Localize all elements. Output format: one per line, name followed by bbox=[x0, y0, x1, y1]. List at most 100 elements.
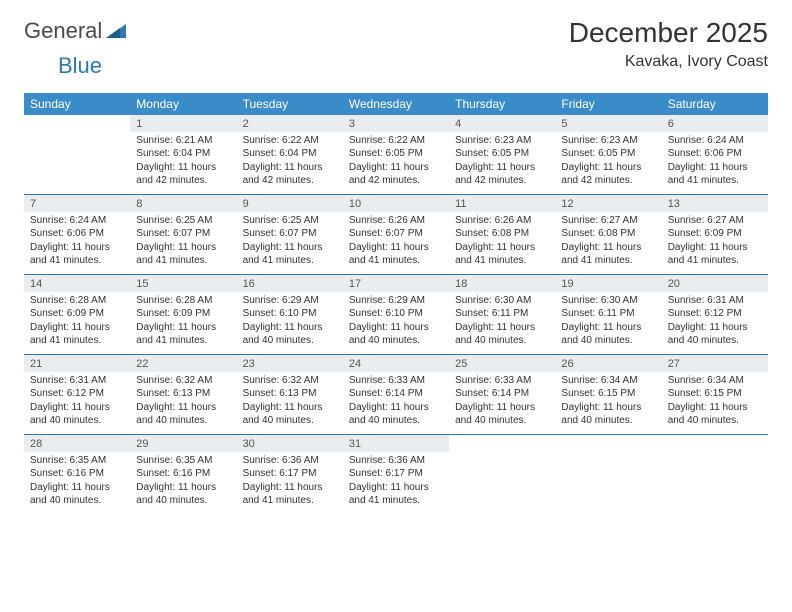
day-content-line: Daylight: 11 hours bbox=[455, 401, 549, 415]
week-daynum-row: 14151617181920 bbox=[24, 274, 768, 292]
day-content-line: Sunrise: 6:34 AM bbox=[668, 374, 762, 388]
weekday-header: Wednesday bbox=[343, 93, 449, 115]
day-content-cell: Sunrise: 6:24 AMSunset: 6:06 PMDaylight:… bbox=[662, 132, 768, 195]
day-number bbox=[662, 435, 768, 452]
day-number-cell: 24 bbox=[343, 354, 449, 372]
day-number-cell: 30 bbox=[237, 434, 343, 452]
day-content: Sunrise: 6:29 AMSunset: 6:10 PMDaylight:… bbox=[237, 292, 343, 354]
weekday-header: Thursday bbox=[449, 93, 555, 115]
day-content-line: and 40 minutes. bbox=[136, 414, 230, 428]
weekday-header: Friday bbox=[555, 93, 661, 115]
day-number: 15 bbox=[130, 275, 236, 292]
day-content-line: Sunrise: 6:31 AM bbox=[668, 294, 762, 308]
day-number-cell: 22 bbox=[130, 354, 236, 372]
day-content-cell: Sunrise: 6:26 AMSunset: 6:07 PMDaylight:… bbox=[343, 212, 449, 275]
day-content-line: Sunrise: 6:21 AM bbox=[136, 134, 230, 148]
day-content-line: Sunset: 6:05 PM bbox=[455, 147, 549, 161]
day-content-line: Sunset: 6:14 PM bbox=[455, 387, 549, 401]
day-content-line: Sunset: 6:10 PM bbox=[243, 307, 337, 321]
day-content-line: Daylight: 11 hours bbox=[30, 401, 124, 415]
day-content-line: Sunrise: 6:27 AM bbox=[668, 214, 762, 228]
day-content-line: Sunrise: 6:22 AM bbox=[243, 134, 337, 148]
day-content-line: Sunset: 6:06 PM bbox=[30, 227, 124, 241]
day-content-cell: Sunrise: 6:29 AMSunset: 6:10 PMDaylight:… bbox=[237, 292, 343, 355]
day-content-line: Daylight: 11 hours bbox=[136, 161, 230, 175]
calendar-body: 123456 Sunrise: 6:21 AM Sunset: 6:04 PM Day… bbox=[24, 115, 768, 514]
day-content-cell: Sunrise: 6:36 AMSunset: 6:17 PMDaylight:… bbox=[343, 452, 449, 514]
day-number: 22 bbox=[130, 355, 236, 372]
day-content-line: Sunset: 6:14 PM bbox=[349, 387, 443, 401]
day-number-cell bbox=[555, 434, 661, 452]
day-content-line: Daylight: 11 hours bbox=[668, 241, 762, 255]
day-content bbox=[662, 452, 768, 510]
day-content-line: Daylight: 11 hours bbox=[561, 401, 655, 415]
day-content-line: and 40 minutes. bbox=[30, 414, 124, 428]
day-content-line: and 40 minutes. bbox=[561, 414, 655, 428]
day-content: Sunrise: 6:36 AMSunset: 6:17 PMDaylight:… bbox=[343, 452, 449, 514]
day-content-line: Daylight: 11 hours bbox=[243, 321, 337, 335]
day-content-cell: Sunrise: 6:27 AMSunset: 6:08 PMDaylight:… bbox=[555, 212, 661, 275]
day-content-line: Sunrise: 6:24 AM bbox=[668, 134, 762, 148]
day-content-line: Sunset: 6:04 PM bbox=[243, 147, 337, 161]
day-number: 14 bbox=[24, 275, 130, 292]
weekday-header: Saturday bbox=[662, 93, 768, 115]
day-number-cell: 26 bbox=[555, 354, 661, 372]
day-content-line: and 41 minutes. bbox=[30, 334, 124, 348]
day-content: Sunrise: 6:25 AMSunset: 6:07 PMDaylight:… bbox=[130, 212, 236, 274]
day-content-line: and 40 minutes. bbox=[455, 334, 549, 348]
day-content-line: Sunrise: 6:29 AM bbox=[349, 294, 443, 308]
logo-text-blue: Blue bbox=[58, 53, 102, 78]
day-content-line: Sunrise: 6:22 AM bbox=[349, 134, 443, 148]
day-number: 12 bbox=[555, 195, 661, 212]
day-content-cell: Sunrise: 6:23 AMSunset: 6:05 PMDaylight:… bbox=[449, 132, 555, 195]
day-content-line: Daylight: 11 hours bbox=[455, 241, 549, 255]
day-content-line: and 42 minutes. bbox=[561, 174, 655, 188]
day-content-line: Sunrise: 6:26 AM bbox=[455, 214, 549, 228]
day-number: 13 bbox=[662, 195, 768, 212]
day-content-cell: Sunrise: 6:30 AMSunset: 6:11 PMDaylight:… bbox=[555, 292, 661, 355]
day-content: Sunrise: 6:23 AMSunset: 6:05 PMDaylight:… bbox=[555, 132, 661, 194]
day-number-cell: 3 bbox=[343, 115, 449, 132]
day-content: Sunrise: 6:24 AMSunset: 6:06 PMDaylight:… bbox=[24, 212, 130, 274]
day-content-cell: Sunrise: 6:30 AMSunset: 6:11 PMDaylight:… bbox=[449, 292, 555, 355]
day-content-line: Daylight: 11 hours bbox=[668, 401, 762, 415]
day-number: 1 bbox=[130, 115, 236, 132]
day-number-cell: 25 bbox=[449, 354, 555, 372]
day-number: 27 bbox=[662, 355, 768, 372]
day-content-line: Sunrise: 6:28 AM bbox=[30, 294, 124, 308]
day-content-line: Daylight: 11 hours bbox=[136, 481, 230, 495]
week-daynum-row: 78910111213 bbox=[24, 194, 768, 212]
day-content-line: and 41 minutes. bbox=[136, 254, 230, 268]
day-content-line: Daylight: 11 hours bbox=[30, 241, 124, 255]
day-content-cell: Sunrise: 6:22 AMSunset: 6:05 PMDaylight:… bbox=[343, 132, 449, 195]
day-content-line: Sunrise: 6:33 AM bbox=[349, 374, 443, 388]
day-number: 6 bbox=[662, 115, 768, 132]
page: General December 2025 Kavaka, Ivory Coas… bbox=[0, 0, 792, 612]
day-content-line: Sunset: 6:09 PM bbox=[136, 307, 230, 321]
week-daynum-row: 123456 bbox=[24, 115, 768, 132]
day-number-cell: 27 bbox=[662, 354, 768, 372]
day-content-cell: Sunrise: 6:31 AMSunset: 6:12 PMDaylight:… bbox=[662, 292, 768, 355]
day-content-cell: Sunrise: 6:28 AMSunset: 6:09 PMDaylight:… bbox=[130, 292, 236, 355]
day-content: Sunrise: 6:32 AMSunset: 6:13 PMDaylight:… bbox=[130, 372, 236, 434]
day-content-line: Daylight: 11 hours bbox=[455, 321, 549, 335]
day-content-line: Sunset: 6:15 PM bbox=[561, 387, 655, 401]
day-content bbox=[24, 132, 130, 190]
day-content-line: Daylight: 11 hours bbox=[561, 241, 655, 255]
day-content-line: Sunset: 6:08 PM bbox=[561, 227, 655, 241]
day-number: 16 bbox=[237, 275, 343, 292]
day-number-cell: 7 bbox=[24, 194, 130, 212]
day-number-cell: 5 bbox=[555, 115, 661, 132]
day-content-line: and 42 minutes. bbox=[455, 174, 549, 188]
day-content-line: Sunset: 6:05 PM bbox=[349, 147, 443, 161]
day-content-line: and 40 minutes. bbox=[136, 494, 230, 508]
day-content-line: and 42 minutes. bbox=[136, 174, 230, 188]
day-number-cell: 13 bbox=[662, 194, 768, 212]
day-content: Sunrise: 6:33 AMSunset: 6:14 PMDaylight:… bbox=[343, 372, 449, 434]
day-content-line: Daylight: 11 hours bbox=[136, 321, 230, 335]
day-number-cell: 1 bbox=[130, 115, 236, 132]
day-content bbox=[555, 452, 661, 510]
day-content-cell: Sunrise: 6:35 AMSunset: 6:16 PMDaylight:… bbox=[24, 452, 130, 514]
day-content-line: Sunset: 6:17 PM bbox=[243, 467, 337, 481]
day-content-line: and 41 minutes. bbox=[561, 254, 655, 268]
